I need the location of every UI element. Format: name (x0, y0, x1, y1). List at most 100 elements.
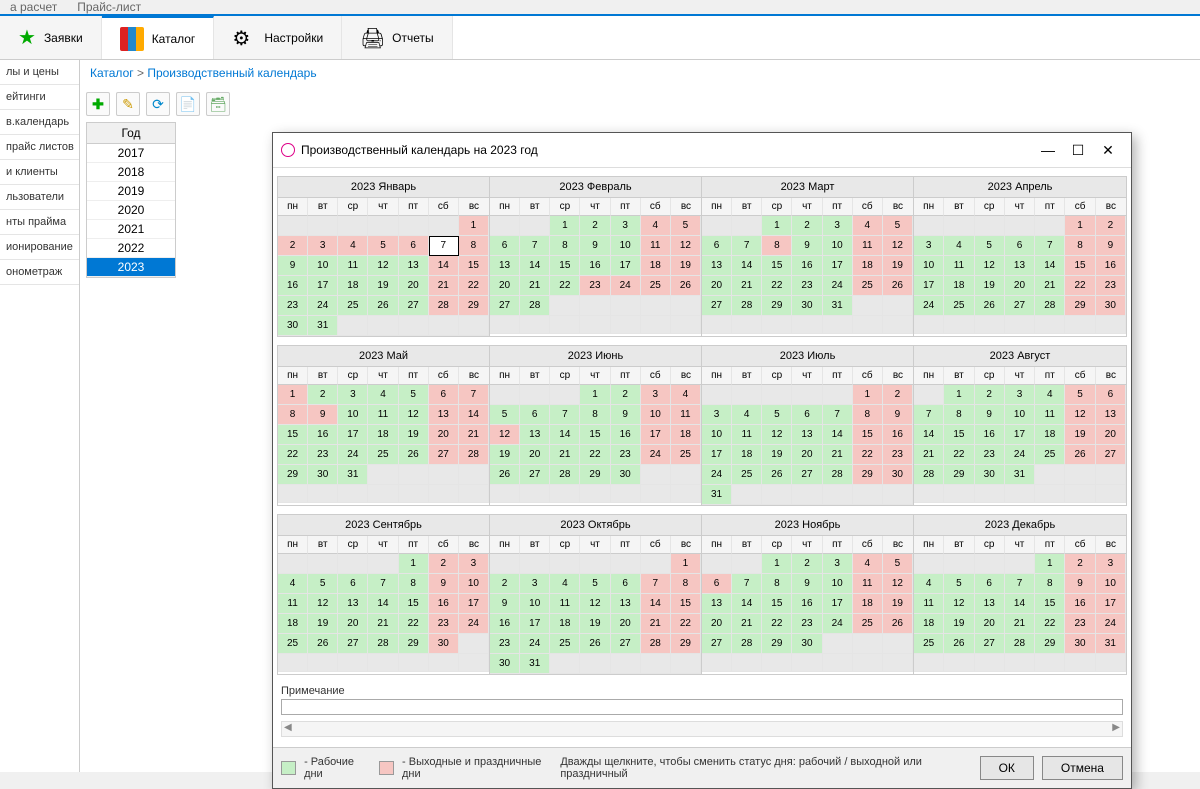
day-cell[interactable]: 20 (975, 614, 1005, 634)
day-cell[interactable]: 27 (399, 296, 429, 316)
day-cell[interactable]: 15 (944, 425, 974, 445)
day-cell[interactable]: 9 (278, 256, 308, 276)
day-cell[interactable]: 24 (1096, 614, 1126, 634)
day-cell[interactable]: 7 (732, 236, 762, 256)
day-cell[interactable]: 12 (975, 256, 1005, 276)
day-cell[interactable]: 4 (278, 574, 308, 594)
day-cell[interactable]: 4 (550, 574, 580, 594)
day-cell[interactable]: 10 (641, 405, 671, 425)
day-cell[interactable]: 17 (1005, 425, 1035, 445)
day-cell[interactable]: 8 (550, 236, 580, 256)
day-cell[interactable]: 7 (732, 574, 762, 594)
day-cell[interactable]: 15 (399, 594, 429, 614)
day-cell[interactable]: 23 (1065, 614, 1095, 634)
day-cell[interactable]: 10 (520, 594, 550, 614)
day-cell[interactable]: 29 (944, 465, 974, 485)
day-cell[interactable]: 30 (883, 465, 913, 485)
day-cell[interactable]: 16 (490, 614, 520, 634)
day-cell[interactable]: 19 (883, 594, 913, 614)
day-cell[interactable]: 31 (308, 316, 338, 336)
day-cell[interactable]: 30 (308, 465, 338, 485)
day-cell[interactable]: 29 (1035, 634, 1065, 654)
day-cell[interactable]: 23 (611, 445, 641, 465)
day-cell[interactable]: 27 (1005, 296, 1035, 316)
day-cell[interactable]: 8 (278, 405, 308, 425)
day-cell[interactable]: 14 (732, 594, 762, 614)
day-cell[interactable]: 12 (368, 256, 398, 276)
day-cell[interactable]: 5 (671, 216, 701, 236)
day-cell[interactable]: 8 (853, 405, 883, 425)
day-cell[interactable]: 14 (823, 425, 853, 445)
sidebar-item[interactable]: нты прайма (0, 210, 79, 235)
day-cell[interactable]: 31 (338, 465, 368, 485)
day-cell[interactable]: 25 (278, 634, 308, 654)
day-cell[interactable]: 5 (490, 405, 520, 425)
day-cell[interactable]: 14 (1035, 256, 1065, 276)
day-cell[interactable]: 12 (580, 594, 610, 614)
day-cell[interactable]: 26 (883, 276, 913, 296)
day-cell[interactable]: 8 (762, 236, 792, 256)
day-cell[interactable]: 9 (975, 405, 1005, 425)
day-cell[interactable]: 24 (308, 296, 338, 316)
day-cell[interactable]: 1 (459, 216, 489, 236)
day-cell[interactable]: 21 (550, 445, 580, 465)
day-cell[interactable]: 18 (550, 614, 580, 634)
day-cell[interactable]: 16 (1065, 594, 1095, 614)
day-cell[interactable]: 30 (975, 465, 1005, 485)
day-cell[interactable]: 24 (823, 276, 853, 296)
day-cell[interactable]: 6 (702, 574, 732, 594)
sidebar-item[interactable]: прайс листов (0, 135, 79, 160)
year-row[interactable]: 2021 (87, 220, 175, 239)
day-cell[interactable]: 2 (792, 554, 822, 574)
ok-button[interactable]: ОК (980, 756, 1034, 780)
day-cell[interactable]: 11 (641, 236, 671, 256)
day-cell[interactable]: 4 (1035, 385, 1065, 405)
plus-button[interactable]: ✚ (86, 92, 110, 116)
day-cell[interactable]: 26 (490, 465, 520, 485)
day-cell[interactable]: 27 (490, 296, 520, 316)
day-cell[interactable]: 5 (883, 216, 913, 236)
day-cell[interactable]: 8 (1065, 236, 1095, 256)
day-cell[interactable]: 6 (490, 236, 520, 256)
day-cell[interactable]: 6 (1005, 236, 1035, 256)
day-cell[interactable]: 15 (459, 256, 489, 276)
day-cell[interactable]: 25 (944, 296, 974, 316)
day-cell[interactable]: 27 (338, 634, 368, 654)
day-cell[interactable]: 3 (1096, 554, 1126, 574)
day-cell[interactable]: 20 (338, 614, 368, 634)
day-cell[interactable]: 13 (1096, 405, 1126, 425)
day-cell[interactable]: 28 (823, 465, 853, 485)
subnav-item[interactable]: Прайс-лист (67, 0, 151, 16)
day-cell[interactable]: 2 (611, 385, 641, 405)
day-cell[interactable]: 21 (914, 445, 944, 465)
day-cell[interactable]: 24 (914, 296, 944, 316)
day-cell[interactable]: 10 (338, 405, 368, 425)
day-cell[interactable]: 13 (338, 594, 368, 614)
day-cell[interactable]: 8 (1035, 574, 1065, 594)
day-cell[interactable]: 30 (278, 316, 308, 336)
day-cell[interactable]: 1 (1065, 216, 1095, 236)
day-cell[interactable]: 29 (762, 634, 792, 654)
day-cell[interactable]: 6 (429, 385, 459, 405)
day-cell[interactable]: 11 (278, 594, 308, 614)
day-cell[interactable]: 25 (853, 614, 883, 634)
day-cell[interactable]: 26 (308, 634, 338, 654)
day-cell[interactable]: 19 (399, 425, 429, 445)
day-cell[interactable]: 1 (399, 554, 429, 574)
day-cell[interactable]: 23 (792, 276, 822, 296)
day-cell[interactable]: 22 (762, 614, 792, 634)
day-cell[interactable]: 27 (611, 634, 641, 654)
day-cell[interactable]: 10 (459, 574, 489, 594)
day-cell[interactable]: 4 (853, 216, 883, 236)
day-cell[interactable]: 27 (429, 445, 459, 465)
day-cell[interactable]: 7 (1035, 236, 1065, 256)
day-cell[interactable]: 2 (308, 385, 338, 405)
day-cell[interactable]: 22 (550, 276, 580, 296)
day-cell[interactable]: 20 (520, 445, 550, 465)
day-cell[interactable]: 3 (308, 236, 338, 256)
year-row[interactable]: 2022 (87, 239, 175, 258)
day-cell[interactable]: 15 (762, 256, 792, 276)
day-cell[interactable]: 14 (520, 256, 550, 276)
day-cell[interactable]: 21 (823, 445, 853, 465)
sidebar-item[interactable]: онометраж (0, 260, 79, 285)
